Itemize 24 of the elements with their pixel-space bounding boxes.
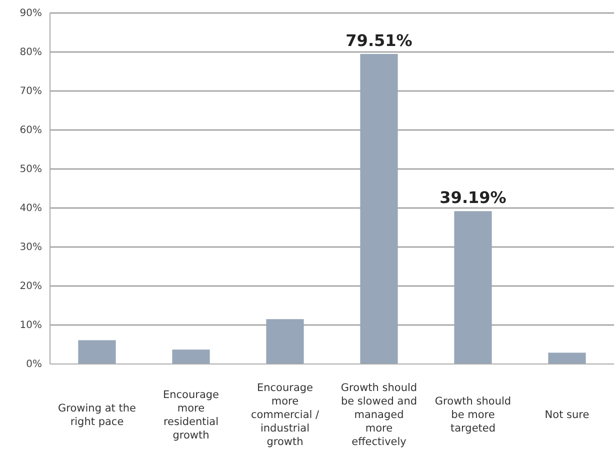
x-tick-label: Not sure: [544, 409, 590, 421]
x-tick-label: Growth should be slowed and managed more effectively: [340, 382, 418, 448]
x-tick-label: Growing at the right pace: [58, 402, 136, 428]
y-tick-label: 30%: [20, 242, 42, 254]
y-tick-label: 40%: [20, 203, 42, 214]
x-tick-label: Growth should be more targeted: [434, 396, 512, 434]
y-tick-label: 90%: [20, 8, 42, 20]
bar: [454, 211, 492, 364]
bar: [266, 319, 304, 364]
data-label: 39.19%: [440, 188, 506, 208]
bar: [360, 54, 398, 364]
y-tick-label: 0%: [26, 359, 42, 370]
data-label: 79.51%: [346, 30, 412, 50]
x-tick-label: Encourage more residential growth: [162, 388, 220, 442]
x-tick-label: Encourage more commercial / industrial growth: [250, 382, 320, 448]
y-tick-label: 60%: [20, 125, 42, 136]
y-tick-label: 70%: [20, 86, 42, 98]
y-tick-label: 50%: [20, 164, 42, 176]
bar: [172, 350, 210, 364]
y-tick-label: 20%: [20, 281, 42, 292]
bar: [548, 352, 586, 364]
bar: [78, 340, 116, 364]
y-tick-label: 10%: [20, 320, 42, 332]
y-tick-label: 80%: [20, 47, 42, 58]
